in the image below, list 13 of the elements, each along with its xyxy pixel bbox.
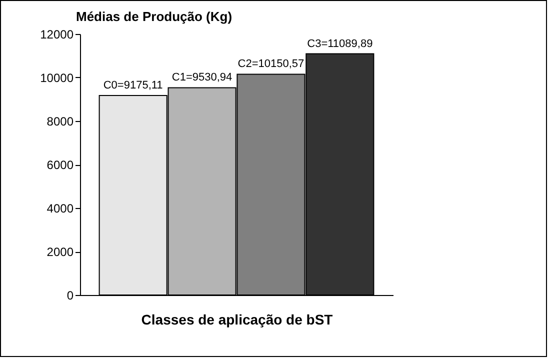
y-tick-label: 10000	[40, 71, 74, 85]
y-tick-label: 2000	[46, 245, 74, 259]
y-tick-label: 4000	[46, 202, 74, 216]
data-label: C0=9175,11	[103, 79, 163, 92]
y-tick-label: 0	[66, 288, 74, 302]
y-tick-label: 6000	[46, 158, 74, 172]
data-label: C3=11089,89	[307, 38, 373, 50]
chart-title: Médias de Produção (Kg)	[76, 9, 232, 24]
y-tick-label: 12000	[40, 28, 74, 42]
data-label: C1=9530,94	[172, 72, 232, 84]
x-axis-title: Classes de aplicação de bST	[141, 312, 334, 328]
data-label: C2=10150,57	[238, 58, 304, 70]
y-tick-label: 8000	[46, 114, 74, 128]
